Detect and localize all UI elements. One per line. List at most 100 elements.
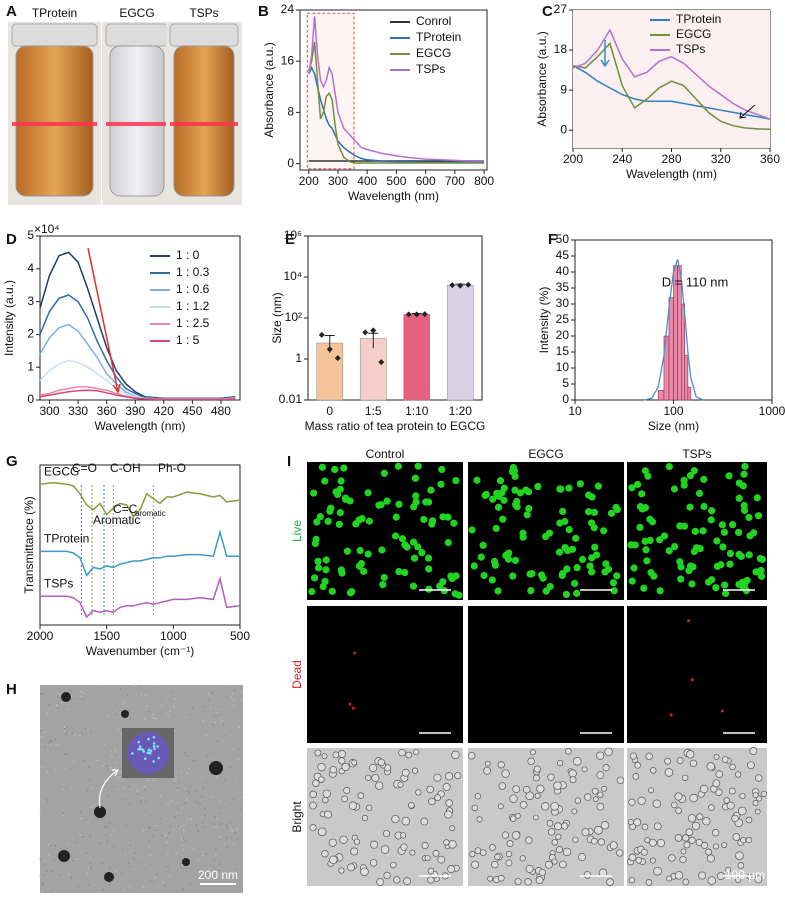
column-label: TSPs	[682, 447, 711, 461]
bright-cell	[328, 838, 337, 847]
tem-grain	[43, 731, 45, 733]
tem-grain	[114, 713, 117, 716]
bright-cell	[572, 756, 582, 766]
live-cell	[473, 476, 481, 484]
tem-grain	[81, 816, 83, 819]
tem-grain	[54, 738, 57, 741]
bright-cell	[569, 776, 577, 784]
tem-grain	[225, 695, 228, 698]
inset-dot	[153, 747, 156, 751]
bright-cell	[361, 815, 369, 822]
bright-cell	[433, 773, 442, 782]
tem-grain	[133, 857, 135, 859]
bright-cell	[597, 838, 605, 846]
tem-grain	[46, 771, 48, 774]
bright-cell	[467, 751, 476, 760]
tem-grain	[63, 727, 66, 730]
live-cell	[395, 568, 403, 576]
tem-grain	[106, 715, 109, 718]
live-cell	[523, 511, 531, 519]
tem-grain	[89, 862, 92, 865]
tem-grain	[85, 852, 88, 854]
live-cell	[414, 543, 422, 551]
x-tick-label: 200	[299, 174, 319, 188]
bright-cell	[442, 783, 451, 791]
bright-cell	[444, 772, 454, 781]
live-cell	[588, 554, 596, 562]
tem-grain	[195, 824, 198, 827]
live-cell	[534, 482, 542, 491]
tem-grain	[226, 684, 228, 687]
live-cell	[505, 549, 513, 557]
tem-grain	[153, 876, 156, 879]
histogram-bar	[680, 303, 686, 401]
live-cell	[708, 576, 716, 584]
y-tick-label: 30	[556, 296, 570, 310]
tem-grain	[49, 740, 52, 742]
bright-cell	[366, 804, 373, 811]
live-cell	[513, 503, 521, 511]
bright-cell	[413, 748, 420, 756]
live-cell	[409, 538, 418, 546]
bright-cell	[377, 758, 386, 767]
nanoparticle	[58, 850, 70, 862]
tem-grain	[46, 712, 49, 715]
x-tick-label: 1:20	[449, 404, 473, 418]
tem-grain	[43, 863, 46, 866]
tem-grain	[159, 712, 162, 715]
live-cell	[509, 572, 517, 580]
bright-cell	[448, 840, 457, 849]
live-cell	[490, 557, 499, 566]
y-tick-label: 4	[27, 261, 34, 275]
bright-cell	[568, 769, 577, 778]
bright-cell	[572, 836, 579, 843]
tem-grain	[68, 872, 71, 875]
inset-dot	[152, 745, 156, 748]
bright-cell	[489, 844, 496, 851]
tem-grain	[202, 719, 204, 722]
live-cell	[308, 587, 316, 596]
bright-cell	[343, 786, 351, 794]
bright-cell	[550, 802, 559, 811]
x-tick-label: 390	[125, 404, 145, 418]
tem-grain	[101, 862, 104, 864]
live-cell	[726, 560, 734, 568]
live-cell	[410, 554, 419, 562]
tem-grain	[43, 874, 45, 876]
live-cell	[312, 535, 320, 543]
tem-grain	[76, 858, 79, 861]
column-label: Control	[366, 447, 405, 461]
bright-cell	[393, 876, 401, 884]
x-tick-label: 320	[711, 152, 731, 166]
tem-grain	[149, 880, 152, 883]
bright-cell	[699, 784, 709, 794]
y-tick-label: 10	[556, 360, 570, 374]
bright-cell	[322, 789, 331, 798]
bright-cell	[574, 797, 582, 804]
bright-cell	[357, 792, 365, 799]
y-axis-label: Absorbance (a.u.)	[262, 42, 276, 137]
tem-grain	[165, 837, 168, 839]
tem-grain	[152, 713, 155, 716]
tem-grain	[80, 695, 83, 698]
y-axis-label: Absorbance (a.u.)	[535, 31, 549, 126]
tem-grain	[184, 787, 186, 790]
bright-cell	[321, 753, 328, 760]
tem-image	[40, 685, 243, 893]
live-cell	[656, 587, 664, 595]
series-line	[572, 41, 771, 131]
tem-grain	[236, 827, 238, 830]
bright-cell	[565, 748, 572, 755]
annotation-arrow	[739, 104, 756, 119]
live-cell	[572, 534, 580, 542]
tem-grain	[111, 755, 113, 758]
x-tick-label: 240	[612, 152, 632, 166]
live-cell	[656, 536, 664, 544]
inset-dot	[146, 751, 150, 755]
tem-grain	[235, 868, 238, 871]
tem-grain	[57, 744, 59, 746]
tem-grain	[167, 865, 170, 868]
live-cell	[425, 565, 433, 573]
y-tick-label: 9	[560, 82, 567, 96]
bright-cell	[561, 822, 569, 830]
